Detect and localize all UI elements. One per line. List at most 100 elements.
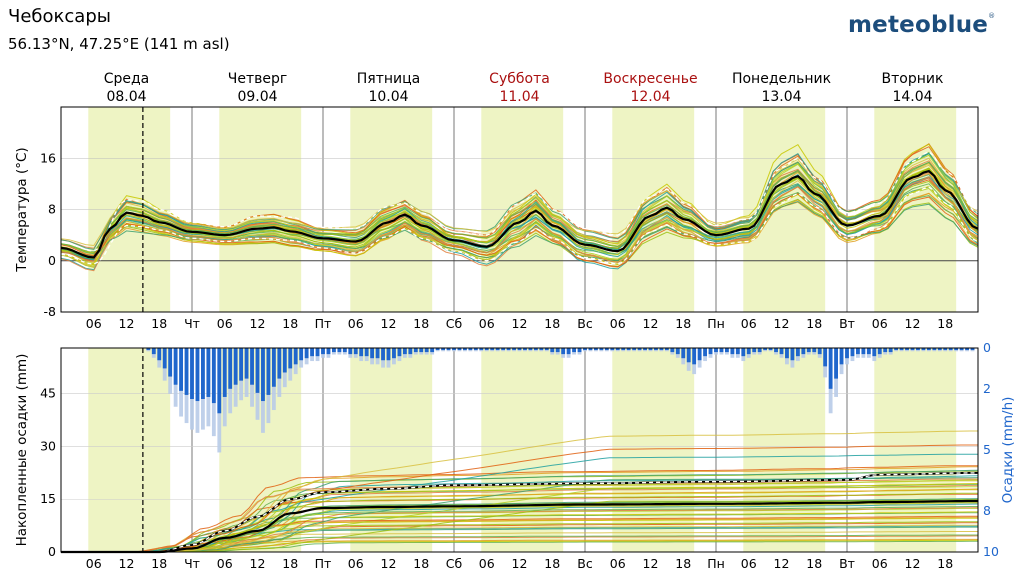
meteoblue-logo[interactable]: meteoblue®	[848, 12, 995, 38]
day-name-label: Воскресенье	[603, 71, 697, 87]
precip-bar	[877, 348, 882, 355]
precip-accumulated-upper-line	[61, 472, 978, 553]
x-tick-hour-label: 18	[151, 316, 167, 331]
precip-bar	[353, 348, 358, 355]
precip-member-line	[61, 500, 978, 553]
temp-member-line	[60, 185, 979, 266]
precip-bar	[785, 348, 789, 359]
precip-bar	[348, 348, 353, 355]
precip-bar	[948, 348, 953, 351]
precip-bar	[654, 348, 658, 351]
precip-bar	[195, 348, 200, 402]
precip-member-line	[61, 540, 978, 553]
x-tick-hour-label: 18	[675, 556, 691, 571]
temp-member-line	[60, 177, 979, 263]
precip-bar	[222, 348, 227, 397]
precip-bar	[206, 348, 211, 397]
day-date-label: 11.04	[499, 89, 539, 105]
precip-bar	[583, 348, 587, 351]
precip-bar	[408, 348, 413, 355]
precip-bar	[899, 348, 904, 351]
x-tick-hour-label: 18	[544, 316, 560, 331]
precip-bar	[523, 348, 527, 351]
temp-y-axis-label: Температура (°C)	[14, 147, 30, 272]
x-tick-hour-label: 18	[937, 316, 953, 331]
x-tick-hour-label: 12	[381, 556, 397, 571]
precip-bar	[615, 348, 620, 351]
precip-bar	[190, 348, 194, 399]
precip-bar	[943, 348, 948, 351]
precip-bar	[768, 348, 773, 351]
x-tick-hour-label: 06	[479, 556, 495, 571]
precip-bar	[544, 348, 549, 351]
location-coordinates: 56.13°N, 47.25°E (141 m asl)	[8, 35, 230, 53]
x-tick-hour-label: 06	[610, 316, 626, 331]
x-tick-day-label: Пт	[315, 316, 332, 331]
precip-bar	[894, 348, 899, 351]
precip-bar	[872, 348, 877, 357]
temp-mean-line	[60, 169, 979, 259]
precip-y-tick-label: 45	[40, 386, 56, 401]
precip-bar	[424, 348, 429, 353]
precip-bar	[299, 348, 304, 361]
precip-member-line	[61, 501, 979, 553]
precip-daylight-band	[481, 348, 564, 552]
brand-name: meteoblue	[848, 12, 989, 38]
precip-bar	[735, 348, 740, 355]
precip-bar	[730, 348, 735, 355]
precip-bar	[277, 348, 282, 379]
precip-bar	[315, 348, 320, 357]
precip-bar	[528, 348, 533, 351]
precip-bar	[746, 348, 751, 355]
x-tick-hour-label: 06	[348, 556, 364, 571]
precip-bar	[774, 348, 778, 353]
precip-bar	[910, 348, 915, 351]
x-tick-day-label: Сб	[446, 556, 463, 571]
precip-bar	[501, 348, 506, 351]
precip-bar	[725, 348, 729, 353]
precip-bar	[937, 348, 942, 351]
precip-bar	[714, 348, 718, 353]
precip-bar	[463, 348, 467, 351]
precip-y-tick-label: 0	[48, 544, 56, 559]
precip-bar	[162, 348, 167, 369]
temp-lower-quantile-line	[60, 186, 979, 265]
precip-bar	[457, 348, 462, 351]
precip-bar	[337, 348, 342, 353]
precip-bar	[512, 348, 516, 351]
precip-bar	[381, 348, 385, 361]
precip-rate-tick-label: 2	[983, 381, 991, 396]
precip-bar	[266, 348, 271, 395]
precip-bar	[490, 348, 495, 351]
precip-rate-tick-label: 8	[983, 503, 991, 518]
day-date-label: 13.04	[761, 89, 801, 105]
precip-daylight-band	[88, 348, 171, 552]
precip-bar	[866, 348, 871, 355]
x-tick-hour-label: 06	[872, 316, 888, 331]
precip-bar	[817, 348, 822, 355]
precip-bar	[888, 348, 893, 353]
precip-bar	[637, 348, 642, 351]
x-tick-hour-label: 12	[512, 556, 528, 571]
location-title: Чебоксары	[8, 6, 111, 27]
x-tick-hour-label: 18	[806, 316, 822, 331]
x-tick-hour-label: 06	[872, 556, 888, 571]
x-tick-day-label: Вс	[577, 556, 593, 571]
precip-bar	[435, 348, 440, 351]
precip-bar	[594, 348, 598, 351]
precip-bar	[604, 348, 609, 351]
precip-bar	[599, 348, 604, 351]
x-tick-hour-label: 06	[217, 556, 233, 571]
precip-bar	[321, 348, 325, 355]
precip-bar	[675, 348, 680, 355]
precip-bar	[856, 348, 860, 355]
precip-member-line	[61, 524, 978, 553]
precip-bar	[905, 348, 909, 351]
precip-bar	[386, 348, 391, 361]
precip-member-line	[61, 483, 979, 553]
precip-bar	[834, 348, 838, 379]
precip-bar	[932, 348, 937, 351]
x-tick-hour-label: 12	[905, 316, 921, 331]
day-date-label: 12.04	[630, 89, 670, 105]
